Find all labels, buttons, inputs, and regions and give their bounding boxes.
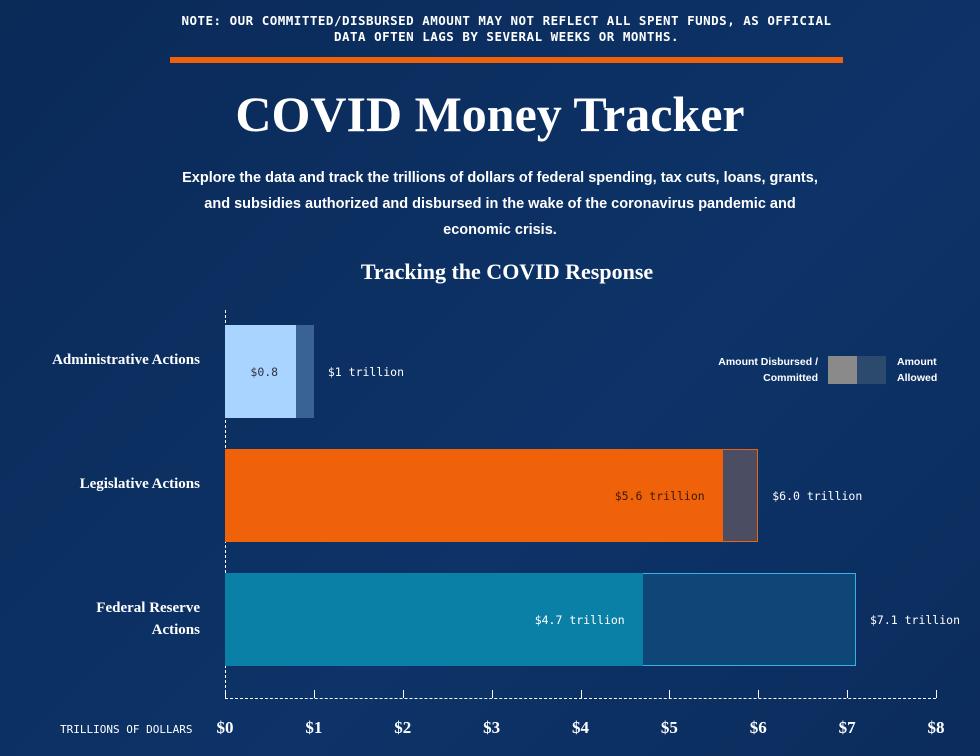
notice: NOTE: OUR COMMITTED/DISBURSED AMOUNT MAY… xyxy=(181,13,832,44)
x-tick xyxy=(758,690,760,698)
value-label: $7.1 trillion xyxy=(870,613,961,627)
x-tick xyxy=(402,690,404,698)
bar-disbursed xyxy=(225,449,723,542)
x-tick-label: $6 xyxy=(749,718,767,737)
legend-label: Amount Disbursed / Committed xyxy=(718,356,818,384)
x-tick-label: $8 xyxy=(927,718,945,737)
legend-swatch xyxy=(857,356,886,384)
category-label: Legislative Actions xyxy=(79,476,200,492)
x-tick-label: $7 xyxy=(838,718,856,737)
value-label: $0.8 xyxy=(250,365,279,379)
page-title: COVID Money Tracker xyxy=(235,86,745,142)
x-tick xyxy=(580,690,582,698)
x-axis-label: TRILLIONS OF DOLLARS xyxy=(60,723,193,736)
value-label: $5.6 trillion xyxy=(614,489,705,503)
divider xyxy=(170,57,843,63)
category-label: Federal Reserve Actions xyxy=(96,600,200,638)
value-label: $4.7 trillion xyxy=(534,613,625,627)
x-tick-label: $4 xyxy=(572,718,589,737)
x-tick xyxy=(491,690,493,698)
category-label: Administrative Actions xyxy=(52,352,200,368)
x-tick-label: $5 xyxy=(660,718,678,737)
x-tick xyxy=(669,690,671,698)
legend-label: Amount Allowed xyxy=(897,356,938,384)
x-tick-label: $3 xyxy=(483,718,501,737)
legend-swatch xyxy=(828,356,857,384)
bar-disbursed xyxy=(225,325,297,418)
x-tick-label: $2 xyxy=(394,718,412,737)
chart-title: Tracking the COVID Response xyxy=(360,259,654,284)
value-label: $1 trillion xyxy=(327,365,405,379)
x-tick xyxy=(936,690,937,698)
x-tick-label: $1 xyxy=(305,718,323,737)
x-axis-line xyxy=(225,698,936,699)
value-label: $6.0 trillion xyxy=(772,489,863,503)
x-tick xyxy=(847,690,849,698)
x-tick xyxy=(313,690,315,698)
bar-disbursed xyxy=(225,573,643,666)
x-tick-label: $0 xyxy=(216,718,234,737)
description: Explore the data and track the trillions… xyxy=(182,170,818,238)
x-tick xyxy=(225,690,226,698)
